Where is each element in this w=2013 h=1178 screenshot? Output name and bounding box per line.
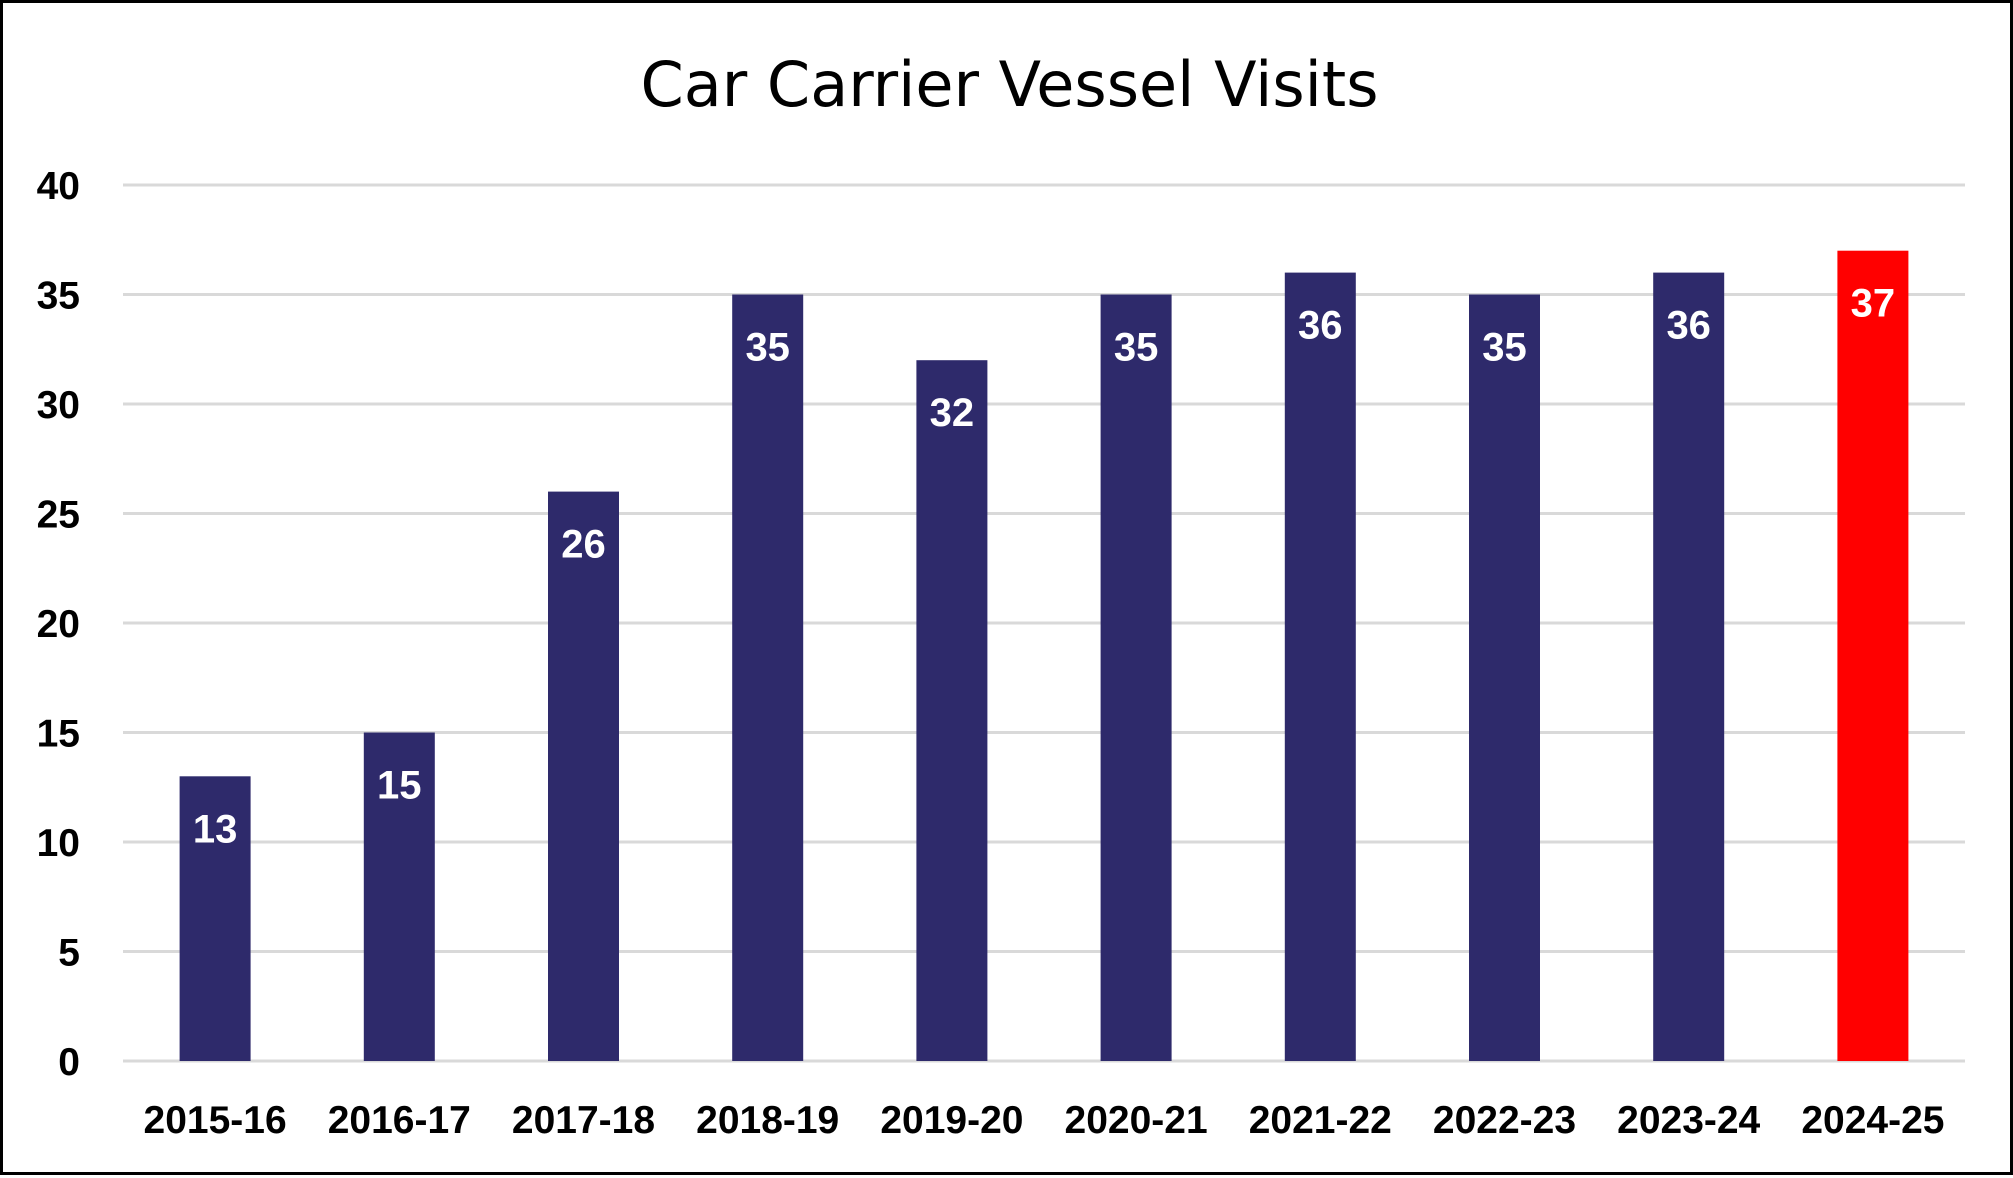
bar-2019-20	[916, 360, 988, 1061]
data-label-2018-19: 35	[745, 326, 790, 370]
y-tick-label: 0	[58, 1041, 80, 1084]
data-label-2024-25: 37	[1851, 282, 1896, 326]
y-tick-label: 10	[37, 822, 80, 865]
bar-2024-25	[1837, 250, 1909, 1061]
data-label-2022-23: 35	[1482, 326, 1527, 370]
bar-2022-23	[1469, 294, 1540, 1061]
x-tick-label: 2019-20	[880, 1099, 1023, 1142]
x-tick-label: 2017-18	[512, 1099, 655, 1142]
data-label-2019-20: 32	[930, 391, 975, 435]
y-tick-label: 35	[37, 275, 80, 318]
bar-2020-21	[1100, 294, 1172, 1061]
y-axis-ticks: 0 5 10 15 20 25 30 35 40	[37, 165, 80, 1084]
data-label-2023-24: 36	[1666, 304, 1711, 348]
bar-2017-18	[548, 491, 619, 1062]
bar-2015-16	[179, 776, 251, 1061]
data-label-2020-21: 35	[1114, 326, 1159, 370]
data-label-2017-18: 26	[561, 523, 606, 567]
data-label-2016-17: 15	[377, 764, 422, 808]
y-tick-label: 25	[37, 494, 80, 537]
x-tick-label: 2018-19	[696, 1099, 839, 1142]
data-label-2015-16: 13	[193, 807, 238, 851]
x-axis-ticks: 2015-16 2016-17 2017-18 2018-19 2019-20 2020-…	[144, 1099, 1945, 1142]
x-tick-label: 2020-21	[1065, 1099, 1208, 1142]
x-tick-label: 2024-25	[1801, 1099, 1944, 1142]
x-tick-label: 2022-23	[1433, 1099, 1576, 1142]
y-tick-label: 5	[58, 932, 80, 975]
chart-title: Car Carrier Vessel Visits	[640, 48, 1379, 121]
x-tick-label: 2023-24	[1617, 1099, 1760, 1142]
bar-2018-19	[732, 294, 804, 1061]
x-tick-label: 2021-22	[1249, 1099, 1392, 1142]
data-labels: 13 15 26 35 32 35 36 35 36 37	[193, 282, 1895, 852]
x-tick-label: 2015-16	[144, 1099, 287, 1142]
y-tick-label: 40	[37, 165, 80, 208]
bar-2016-17	[363, 732, 435, 1061]
x-tick-label: 2016-17	[328, 1099, 471, 1142]
y-tick-label: 15	[37, 713, 80, 756]
data-label-2021-22: 36	[1298, 304, 1343, 348]
y-tick-label: 20	[37, 603, 80, 646]
bar-2021-22	[1284, 272, 1356, 1062]
plot-area: 13 15 26 35 32 35 36 35 36 37 0 5 10 15 20 25 30 35 40 20…	[37, 165, 1965, 1142]
bar-2023-24	[1653, 272, 1725, 1062]
bars	[179, 250, 1909, 1062]
y-tick-label: 30	[37, 384, 80, 427]
